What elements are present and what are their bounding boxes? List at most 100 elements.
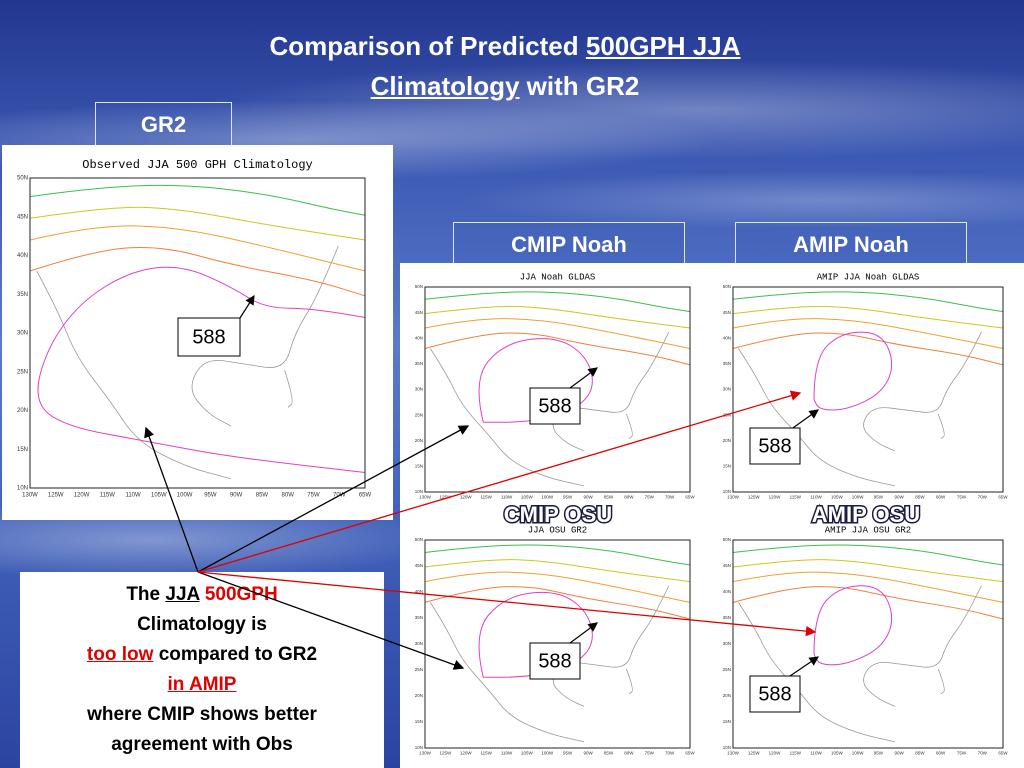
- lon-label: 85W: [915, 495, 925, 500]
- map-title: Observed JJA 500 GPH Climatology: [82, 158, 312, 172]
- lon-label: 75W: [645, 495, 655, 500]
- lon-label: 70W: [665, 495, 675, 500]
- map-title: JJA Noah GLDAS: [520, 272, 596, 282]
- coastline: [626, 413, 633, 440]
- lat-label: 10N: [415, 489, 423, 494]
- callout-box: [749, 427, 801, 465]
- pointer-arrow: [197, 425, 470, 573]
- lat-label: 40N: [415, 589, 423, 594]
- label: CMIP Noah: [511, 232, 627, 257]
- lon-label: 95W: [204, 493, 217, 499]
- lon-label: 95W: [874, 751, 884, 756]
- lat-label: 50N: [723, 284, 731, 289]
- note-text: too low: [86, 644, 154, 665]
- map-frame: [424, 286, 691, 493]
- lat-label: 15N: [415, 719, 423, 724]
- lon-label: 95W: [563, 751, 573, 756]
- callout-label: 588: [538, 395, 571, 417]
- lat-label: 15N: [415, 464, 423, 469]
- lon-label: 70W: [978, 751, 988, 756]
- lat-label: 50N: [415, 284, 423, 289]
- lat-label: 15N: [723, 719, 731, 724]
- pointer-arrow: [144, 426, 199, 573]
- label: GR2: [140, 112, 187, 137]
- lat-label: 45N: [415, 563, 423, 568]
- lon-label: 70W: [665, 751, 675, 756]
- contour: [424, 571, 691, 603]
- lon-label: 100W: [177, 493, 193, 499]
- title-text: 500GPH JJA: [585, 31, 741, 61]
- lat-label: 35N: [415, 615, 423, 620]
- lat-label: 25N: [415, 412, 423, 417]
- lat-label: 20N: [723, 693, 731, 698]
- map-frame: [424, 539, 691, 749]
- lat-label: 45N: [723, 563, 731, 568]
- coastline: [191, 246, 339, 427]
- callout-arrow: [789, 409, 819, 431]
- map: AMIP JJA OSU GR2 50N 45N 40N 35N 30N 25N 20N 15N…: [723, 525, 1009, 755]
- note-box: The JJA 500GPH Climatology is too low co…: [20, 572, 384, 768]
- lat-label: 50N: [723, 537, 731, 542]
- lon-label: 65W: [685, 751, 695, 756]
- map-frame: [732, 539, 1004, 749]
- callout-box: [177, 317, 241, 357]
- note-text: The: [126, 584, 161, 605]
- contour: [732, 318, 1004, 349]
- lon-label: 65W: [998, 751, 1008, 756]
- lon-label: 65W: [998, 495, 1008, 500]
- lon-label: 80W: [282, 493, 295, 499]
- contour: [732, 586, 1004, 620]
- contour: [732, 559, 1004, 583]
- contour: [732, 544, 1004, 566]
- lat-label: 20N: [723, 438, 731, 443]
- lat-label: 25N: [723, 667, 731, 672]
- lon-label: 130W: [419, 751, 432, 756]
- lat-label: 30N: [415, 641, 423, 646]
- map-title: AMIP JJA OSU GR2: [825, 525, 911, 535]
- lat-label: 15N: [17, 447, 28, 453]
- lon-label: 80W: [936, 495, 946, 500]
- lat-label: 45N: [415, 310, 423, 315]
- callout-arrow: [239, 294, 255, 319]
- lat-label: 20N: [415, 438, 423, 443]
- lon-label: 105W: [151, 493, 167, 499]
- map: JJA Noah GLDAS 50N 45N 40N 35N 30N 25N 20N 15N 10…: [415, 272, 696, 499]
- lat-label: 25N: [415, 667, 423, 672]
- lat-label: 35N: [17, 292, 28, 298]
- lon-label: 100W: [852, 495, 865, 500]
- map-frame: [732, 286, 1004, 493]
- note-line: The JJA 500GPH: [20, 580, 384, 610]
- lon-label: 120W: [74, 493, 90, 499]
- contour: [732, 291, 1004, 313]
- coastline: [552, 585, 670, 707]
- contour: [29, 184, 366, 216]
- note-text: 500GPH: [204, 584, 278, 605]
- lon-label: 95W: [874, 495, 884, 500]
- panel-label: AMIP OSU: [812, 502, 920, 527]
- coastline: [863, 585, 982, 707]
- lon-label: 115W: [790, 495, 802, 500]
- contour: [813, 331, 893, 411]
- note-line: Climatology is: [137, 614, 267, 635]
- lat-label: 35N: [723, 615, 731, 620]
- lon-label: 85W: [604, 495, 614, 500]
- lat-label: 20N: [17, 408, 28, 414]
- lon-label: 105W: [831, 751, 844, 756]
- coastline: [937, 668, 945, 695]
- lon-label: 125W: [748, 751, 761, 756]
- lon-label: 80W: [624, 751, 634, 756]
- lon-label: 110W: [501, 495, 513, 500]
- lat-label: 10N: [17, 486, 28, 492]
- lat-label: 30N: [723, 387, 731, 392]
- note-line: agreement with Obs: [111, 734, 293, 755]
- title-text: Comparison of Predicted: [269, 31, 579, 61]
- note-text: JJA: [165, 584, 200, 605]
- contour: [29, 225, 366, 272]
- callout-box: [529, 387, 581, 425]
- map-frame: [29, 177, 366, 489]
- lon-label: 130W: [727, 751, 740, 756]
- lon-label: 70W: [978, 495, 988, 500]
- label: AMIP Noah: [793, 232, 909, 257]
- callout-label: 588: [538, 650, 571, 672]
